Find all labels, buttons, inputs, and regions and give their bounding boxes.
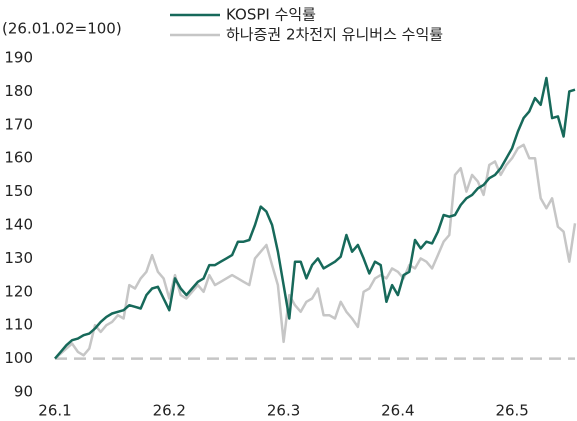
legend-label: KOSPI 수익률 [226, 6, 316, 24]
y-tick-label: 130 [4, 249, 33, 267]
y-tick-label: 110 [4, 316, 33, 334]
y-tick-label: 140 [4, 216, 33, 234]
y-tick-label: 160 [4, 149, 33, 167]
y-tick-label: 180 [4, 82, 33, 100]
y-tick-label: 190 [4, 49, 33, 67]
x-tick-label: 26.1 [38, 402, 71, 420]
x-tick-label: 26.2 [153, 402, 186, 420]
y-tick-label: 150 [4, 182, 33, 200]
x-tick-label: 26.4 [381, 402, 414, 420]
y-tick-label: 120 [4, 282, 33, 300]
x-tick-label: 26.3 [267, 402, 300, 420]
x-tick-label: 26.5 [495, 402, 528, 420]
series-line [54, 143, 577, 360]
series-line [54, 76, 576, 360]
chart-subtitle: (26.01.02=100) [2, 20, 122, 38]
y-tick-label: 100 [4, 349, 33, 367]
y-tick-label: 90 [14, 383, 33, 401]
legend-label: 하나증권 2차전지 유니버스 수익률 [226, 26, 443, 44]
y-tick-label: 170 [4, 115, 33, 133]
